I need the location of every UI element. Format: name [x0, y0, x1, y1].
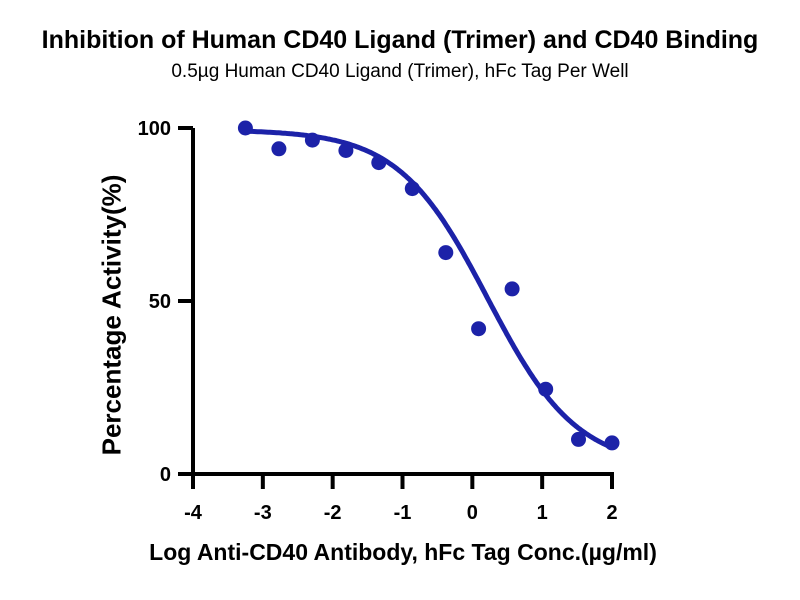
data-point: [371, 155, 387, 171]
data-point: [471, 321, 487, 337]
data-point: [438, 245, 454, 261]
fit-curve: [242, 128, 615, 450]
y-tick-label: 50: [149, 291, 171, 313]
data-point: [304, 132, 320, 148]
x-tick-label: 0: [467, 502, 478, 524]
data-point: [271, 141, 287, 157]
x-tick-label: -2: [324, 502, 342, 524]
data-point: [571, 431, 586, 447]
data-point: [604, 435, 620, 451]
x-tick-label: -3: [254, 502, 272, 524]
data-point: [404, 181, 420, 197]
data-point: [237, 120, 253, 136]
x-tick-label: 1: [537, 502, 548, 524]
data-point: [338, 143, 354, 158]
y-tick-label: 0: [160, 464, 171, 486]
data-point: [504, 281, 520, 297]
x-tick-label: -4: [184, 502, 203, 524]
y-tick-label: 100: [138, 118, 171, 140]
x-tick-label: 2: [606, 502, 617, 524]
x-tick-label: -1: [394, 502, 412, 524]
chart-subtitle: 0.5µg Human CD40 Ligand (Trimer), hFc Ta…: [171, 61, 629, 82]
x-axis-label: Log Anti-CD40 Antibody, hFc Tag Conc.(µg…: [149, 539, 657, 565]
data-point: [538, 381, 554, 397]
chart-title: Inhibition of Human CD40 Ligand (Trimer)…: [41, 26, 759, 54]
